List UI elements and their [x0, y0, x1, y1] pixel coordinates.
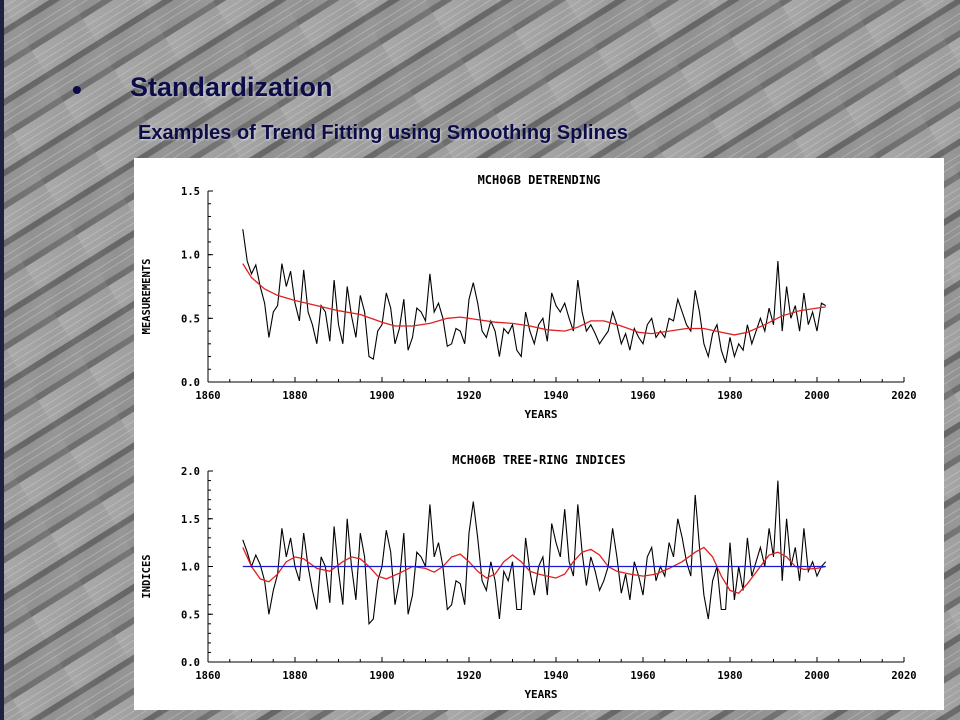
- left-edge-stripe: [0, 0, 4, 720]
- y-axis-label: MEASUREMENTS: [141, 259, 153, 335]
- chart-2: MCH06B TREE-RING INDICES 1860 1880 1900 1920…: [141, 453, 917, 701]
- x-tick-label: 2020: [891, 670, 916, 682]
- x-axis-label: YEARS: [524, 688, 557, 701]
- x-tick-label: 1980: [717, 390, 742, 402]
- x-tick-label: 1860: [195, 390, 220, 402]
- x-tick-label: 1940: [543, 670, 568, 682]
- chart-title: MCH06B DETRENDING: [478, 173, 601, 187]
- x-tick-label: 1960: [630, 670, 655, 682]
- x-tick-label: 1920: [456, 670, 481, 682]
- x-tick-label: 1900: [369, 670, 394, 682]
- chart-1: MCH06B DETRENDING 1860 1880 1900 1920 1940 196…: [141, 173, 917, 421]
- charts-svg: MCH06B DETRENDING 1860 1880 1900 1920 1940 196…: [141, 173, 917, 701]
- y-tick-label: 1.5: [181, 514, 200, 526]
- x-tick-label: 1960: [630, 390, 655, 402]
- y-tick-label: 1.0: [181, 562, 200, 574]
- spline-curve: [242, 263, 826, 336]
- x-tick-label: 2020: [891, 390, 916, 402]
- y-tick-label: 2.0: [181, 466, 200, 478]
- y-tick-label: 1.5: [181, 186, 200, 198]
- x-tick-label: 1880: [282, 390, 307, 402]
- x-tick-label: 1920: [456, 390, 481, 402]
- y-tick-label: 1.0: [181, 250, 200, 262]
- y-tick-label: 0.0: [181, 657, 200, 669]
- x-tick-label: 1940: [543, 390, 568, 402]
- x-tick-label: 2000: [804, 390, 829, 402]
- y-tick-label: 0.5: [181, 609, 200, 621]
- bullet-point: •: [72, 74, 82, 105]
- spline-curve: [242, 546, 826, 594]
- chart-title: MCH06B TREE-RING INDICES: [452, 453, 625, 467]
- x-tick-label: 1980: [717, 670, 742, 682]
- y-tick-label: 0.5: [181, 313, 200, 325]
- raw-series-line: [242, 229, 826, 364]
- raw-series-line: [242, 480, 827, 626]
- x-tick-label: 2000: [804, 670, 829, 682]
- chart-panel: MCH06B DETRENDING 1860 1880 1900 1920 1940 196…: [134, 158, 944, 710]
- x-tick-label: 1880: [282, 670, 307, 682]
- slide-subheading: Examples of Trend Fitting using Smoothin…: [138, 122, 629, 144]
- y-tick-label: 0.0: [181, 377, 200, 389]
- x-tick-label: 1900: [369, 390, 394, 402]
- x-axis-label: YEARS: [524, 408, 557, 421]
- y-axis-label: INDICES: [141, 554, 153, 598]
- x-tick-label: 1860: [195, 670, 220, 682]
- slide-heading: Standardization: [130, 72, 333, 102]
